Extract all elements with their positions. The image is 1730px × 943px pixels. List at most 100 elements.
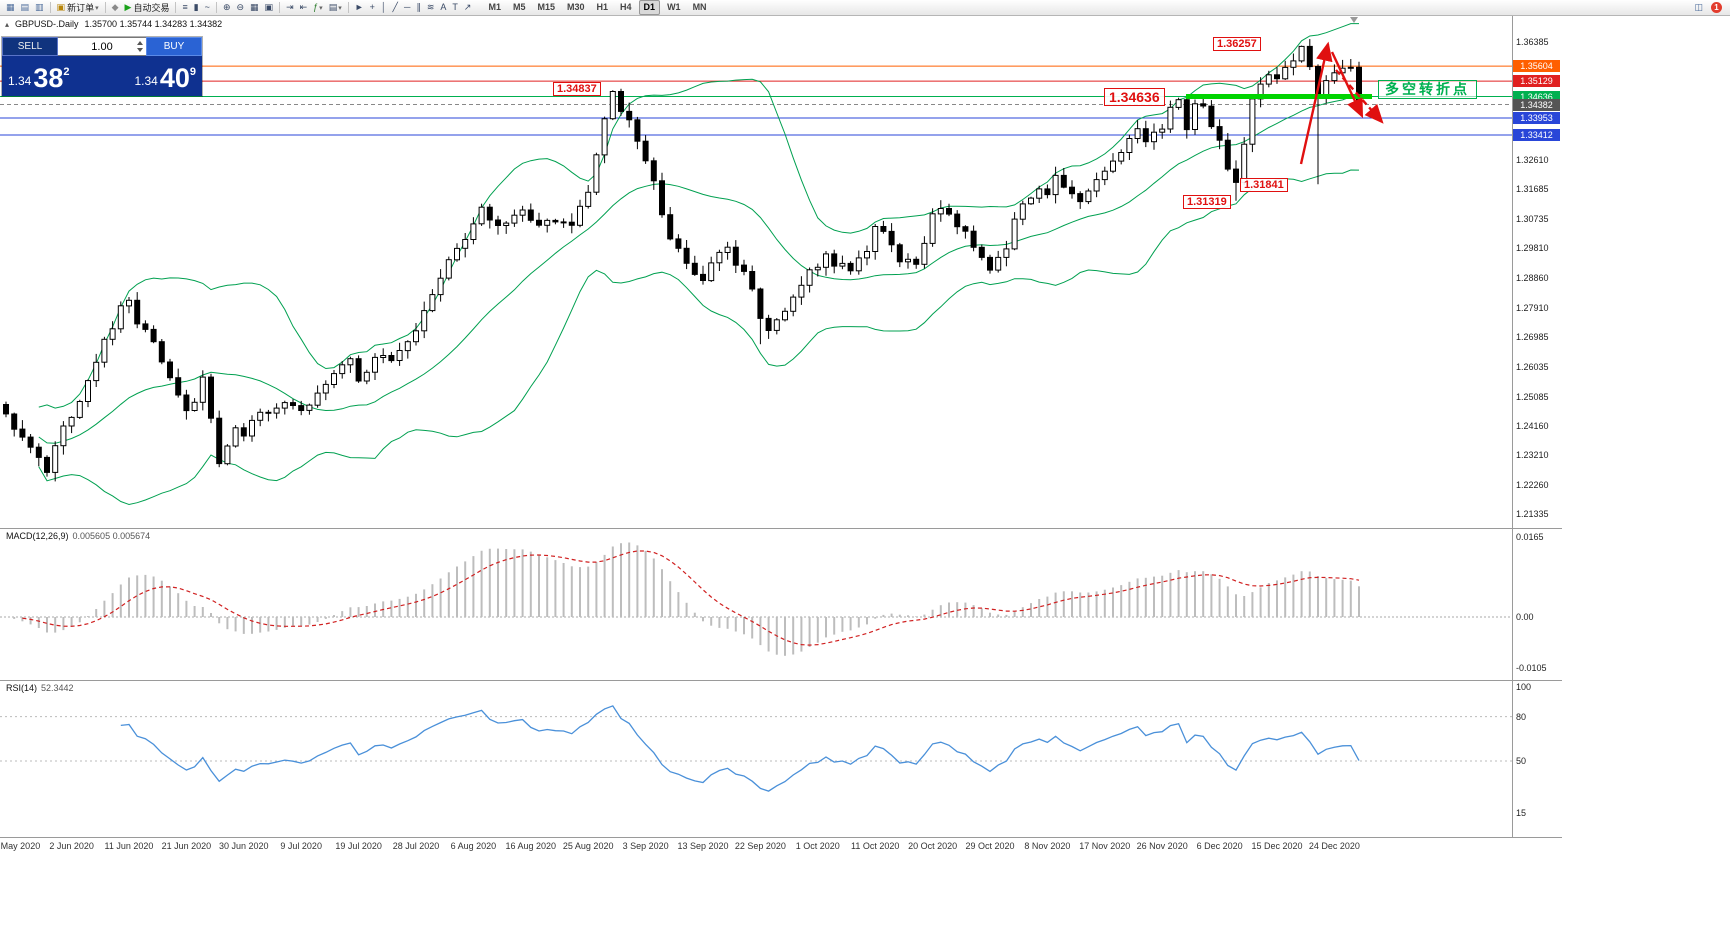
market-watch-button[interactable]: ▥ [33,1,46,14]
crosshair-button[interactable]: + [368,1,377,14]
macd-label: MACD(12,26,9) 0.005605 0.005674 [6,531,150,541]
macd-panel[interactable] [0,529,1512,680]
text-label-icon: T [452,2,458,12]
new-chart-button[interactable]: ▦ [4,1,17,14]
toolbar-separator [279,2,281,13]
turning-point-line[interactable] [1186,94,1372,99]
buy-button[interactable]: BUY [146,37,202,56]
macd-histogram [13,542,1360,656]
zoom-out-icon: ⊖ [236,2,245,12]
fibonacci-icon: ≋ [426,2,435,12]
date-label: 30 Jun 2020 [219,841,269,851]
indicators-button[interactable]: ƒ ▾ [311,1,325,14]
date-label: 8 Nov 2020 [1024,841,1071,851]
timeframe-m15[interactable]: M15 [537,2,555,12]
timeframe-w1[interactable]: W1 [667,2,681,12]
timeframe-d1[interactable]: D1 [638,0,661,15]
ask-pipette: 9 [189,66,196,78]
panel-separator[interactable] [0,680,1562,681]
date-label: 1 Oct 2020 [795,841,840,851]
zoom-out-button[interactable]: ⊖ [234,1,246,14]
level-lines[interactable] [0,65,1512,136]
lot-size-input[interactable]: 1.00 [58,37,146,56]
autotrading-button[interactable]: ▶ 自动交易 [123,1,172,14]
price-axis-label: 1.26035 [1516,361,1549,372]
chart-shift-button[interactable]: ⇤ [298,1,310,14]
lot-spinner[interactable] [137,41,143,52]
equidistant-channel-button[interactable]: ∥ [414,1,423,14]
macd-values: 0.005605 0.005674 [72,531,151,541]
macd-axis-label: 0.0165 [1516,532,1544,542]
lot-increase-icon[interactable] [137,41,143,45]
expert-advisors-button[interactable]: ◆ [110,1,121,14]
vertical-line-button[interactable]: │ [379,1,389,14]
trade-panel-prices: 1.34 38 2 1.34 40 9 [2,56,202,96]
lot-decrease-icon[interactable] [137,48,143,52]
cursor-button[interactable]: ► [353,1,366,14]
timeframe-m5[interactable]: M5 [512,2,526,12]
zoom-in-button[interactable]: ⊕ [221,1,233,14]
date-label: 24 Dec 2020 [1308,841,1360,851]
date-label: 6 Dec 2020 [1196,841,1243,851]
lot-size-value: 1.00 [91,40,113,53]
rsi-axis-label: 80 [1516,711,1527,722]
autotrading-icon: ▶ [124,2,132,12]
bar-chart-button[interactable]: ≡ [180,1,189,14]
toolbar-separator [175,2,177,13]
price-axis-label: 1.31685 [1516,184,1549,195]
notification-badge[interactable]: 1 [1711,2,1722,13]
trendline-button[interactable]: ╱ [391,1,400,14]
text-label-button[interactable]: T [450,1,460,14]
toolbar-separator [104,2,106,13]
text-button[interactable]: A [438,1,448,14]
cursor-icon: ► [354,2,364,12]
date-label: 22 Sep 2020 [734,841,786,851]
profiles-button[interactable]: ▤ [19,1,32,14]
price-axis-label: 1.23210 [1516,450,1549,461]
line-chart-button[interactable]: ~ [203,1,212,14]
rsi-panel[interactable] [0,681,1512,836]
date-label: 26 Nov 2020 [1136,841,1188,851]
trendline-icon: ╱ [392,2,398,12]
chart-shift-marker[interactable] [1350,17,1358,23]
templates-button[interactable]: ▤ ▾ [327,1,344,14]
timeframe-h1[interactable]: H1 [596,2,609,12]
chart-window-button[interactable]: ◫ [1692,1,1705,14]
timeframe-m30[interactable]: M30 [567,2,585,12]
fibonacci-button[interactable]: ≋ [425,1,437,14]
auto-scroll-button[interactable]: ⇥ [284,1,296,14]
horizontal-line-button[interactable]: ─ [402,1,412,14]
sell-button[interactable]: SELL [2,37,58,56]
vertical-line-icon: │ [380,2,387,12]
bollinger-bands[interactable] [38,23,1360,506]
timeframe-mn[interactable]: MN [692,2,707,12]
panel-separator[interactable] [0,528,1562,529]
new-order-button[interactable]: ▣ 新订单 ▾ [55,1,101,14]
chart-ohlc: 1.35700 1.35744 1.34283 1.34382 [84,19,223,29]
cascade-windows-button[interactable]: ▣ [263,1,276,14]
macd-axis-label: 0.00 [1516,612,1534,622]
price-chart[interactable] [0,16,1512,528]
arrows-button[interactable]: ↗ [462,1,474,14]
price-axis-label: 1.36385 [1516,36,1549,47]
ask-price[interactable]: 1.34 40 9 [102,56,202,96]
timeframe-h4[interactable]: H4 [620,2,632,12]
rsi-line [120,705,1360,792]
cascade-windows-icon: ▣ [264,2,274,12]
toolbar-separator [49,2,51,13]
bid-big-digits: 38 [33,63,64,93]
ask-big-digits: 40 [159,63,190,93]
toolbar-right: ◫ 1 [1691,1,1727,14]
chart-shift-icon: ⇤ [299,2,308,12]
annotation-arrows[interactable] [1299,41,1384,165]
price-axis-label: 1.27910 [1516,302,1549,313]
timeframe-m1[interactable]: M1 [488,2,501,12]
dropdown-arrow-icon: ▾ [319,4,323,12]
tile-windows-button[interactable]: ▦ [248,1,261,14]
one-click-trading-panel: SELL 1.00 BUY 1.34 38 2 1.34 40 9 [2,37,202,96]
date-label: 25 Aug 2020 [562,841,614,851]
bid-price[interactable]: 1.34 38 2 [2,56,102,96]
date-label: 20 Oct 2020 [908,841,958,851]
candlestick-chart-button[interactable]: ▮ [192,1,201,14]
